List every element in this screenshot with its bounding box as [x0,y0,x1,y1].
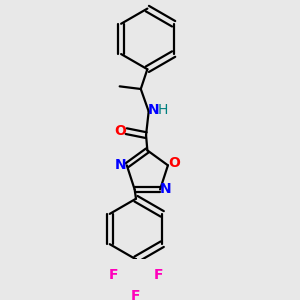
Text: F: F [108,268,118,282]
Text: H: H [158,103,168,117]
Text: O: O [115,124,126,138]
Text: F: F [131,289,141,300]
Text: N: N [160,182,172,197]
Text: N: N [148,103,160,117]
Text: F: F [154,268,164,282]
Text: O: O [168,156,180,170]
Text: N: N [115,158,127,172]
